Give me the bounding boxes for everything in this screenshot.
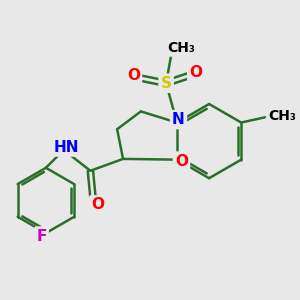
Text: CH₃: CH₃ (167, 40, 195, 55)
Text: S: S (160, 76, 172, 91)
Text: O: O (91, 197, 104, 212)
Text: F: F (36, 229, 46, 244)
Text: O: O (127, 68, 140, 83)
Text: O: O (189, 65, 202, 80)
Text: O: O (175, 154, 188, 169)
Text: N: N (172, 112, 185, 127)
Text: HN: HN (54, 140, 80, 154)
Text: CH₃: CH₃ (268, 109, 296, 123)
